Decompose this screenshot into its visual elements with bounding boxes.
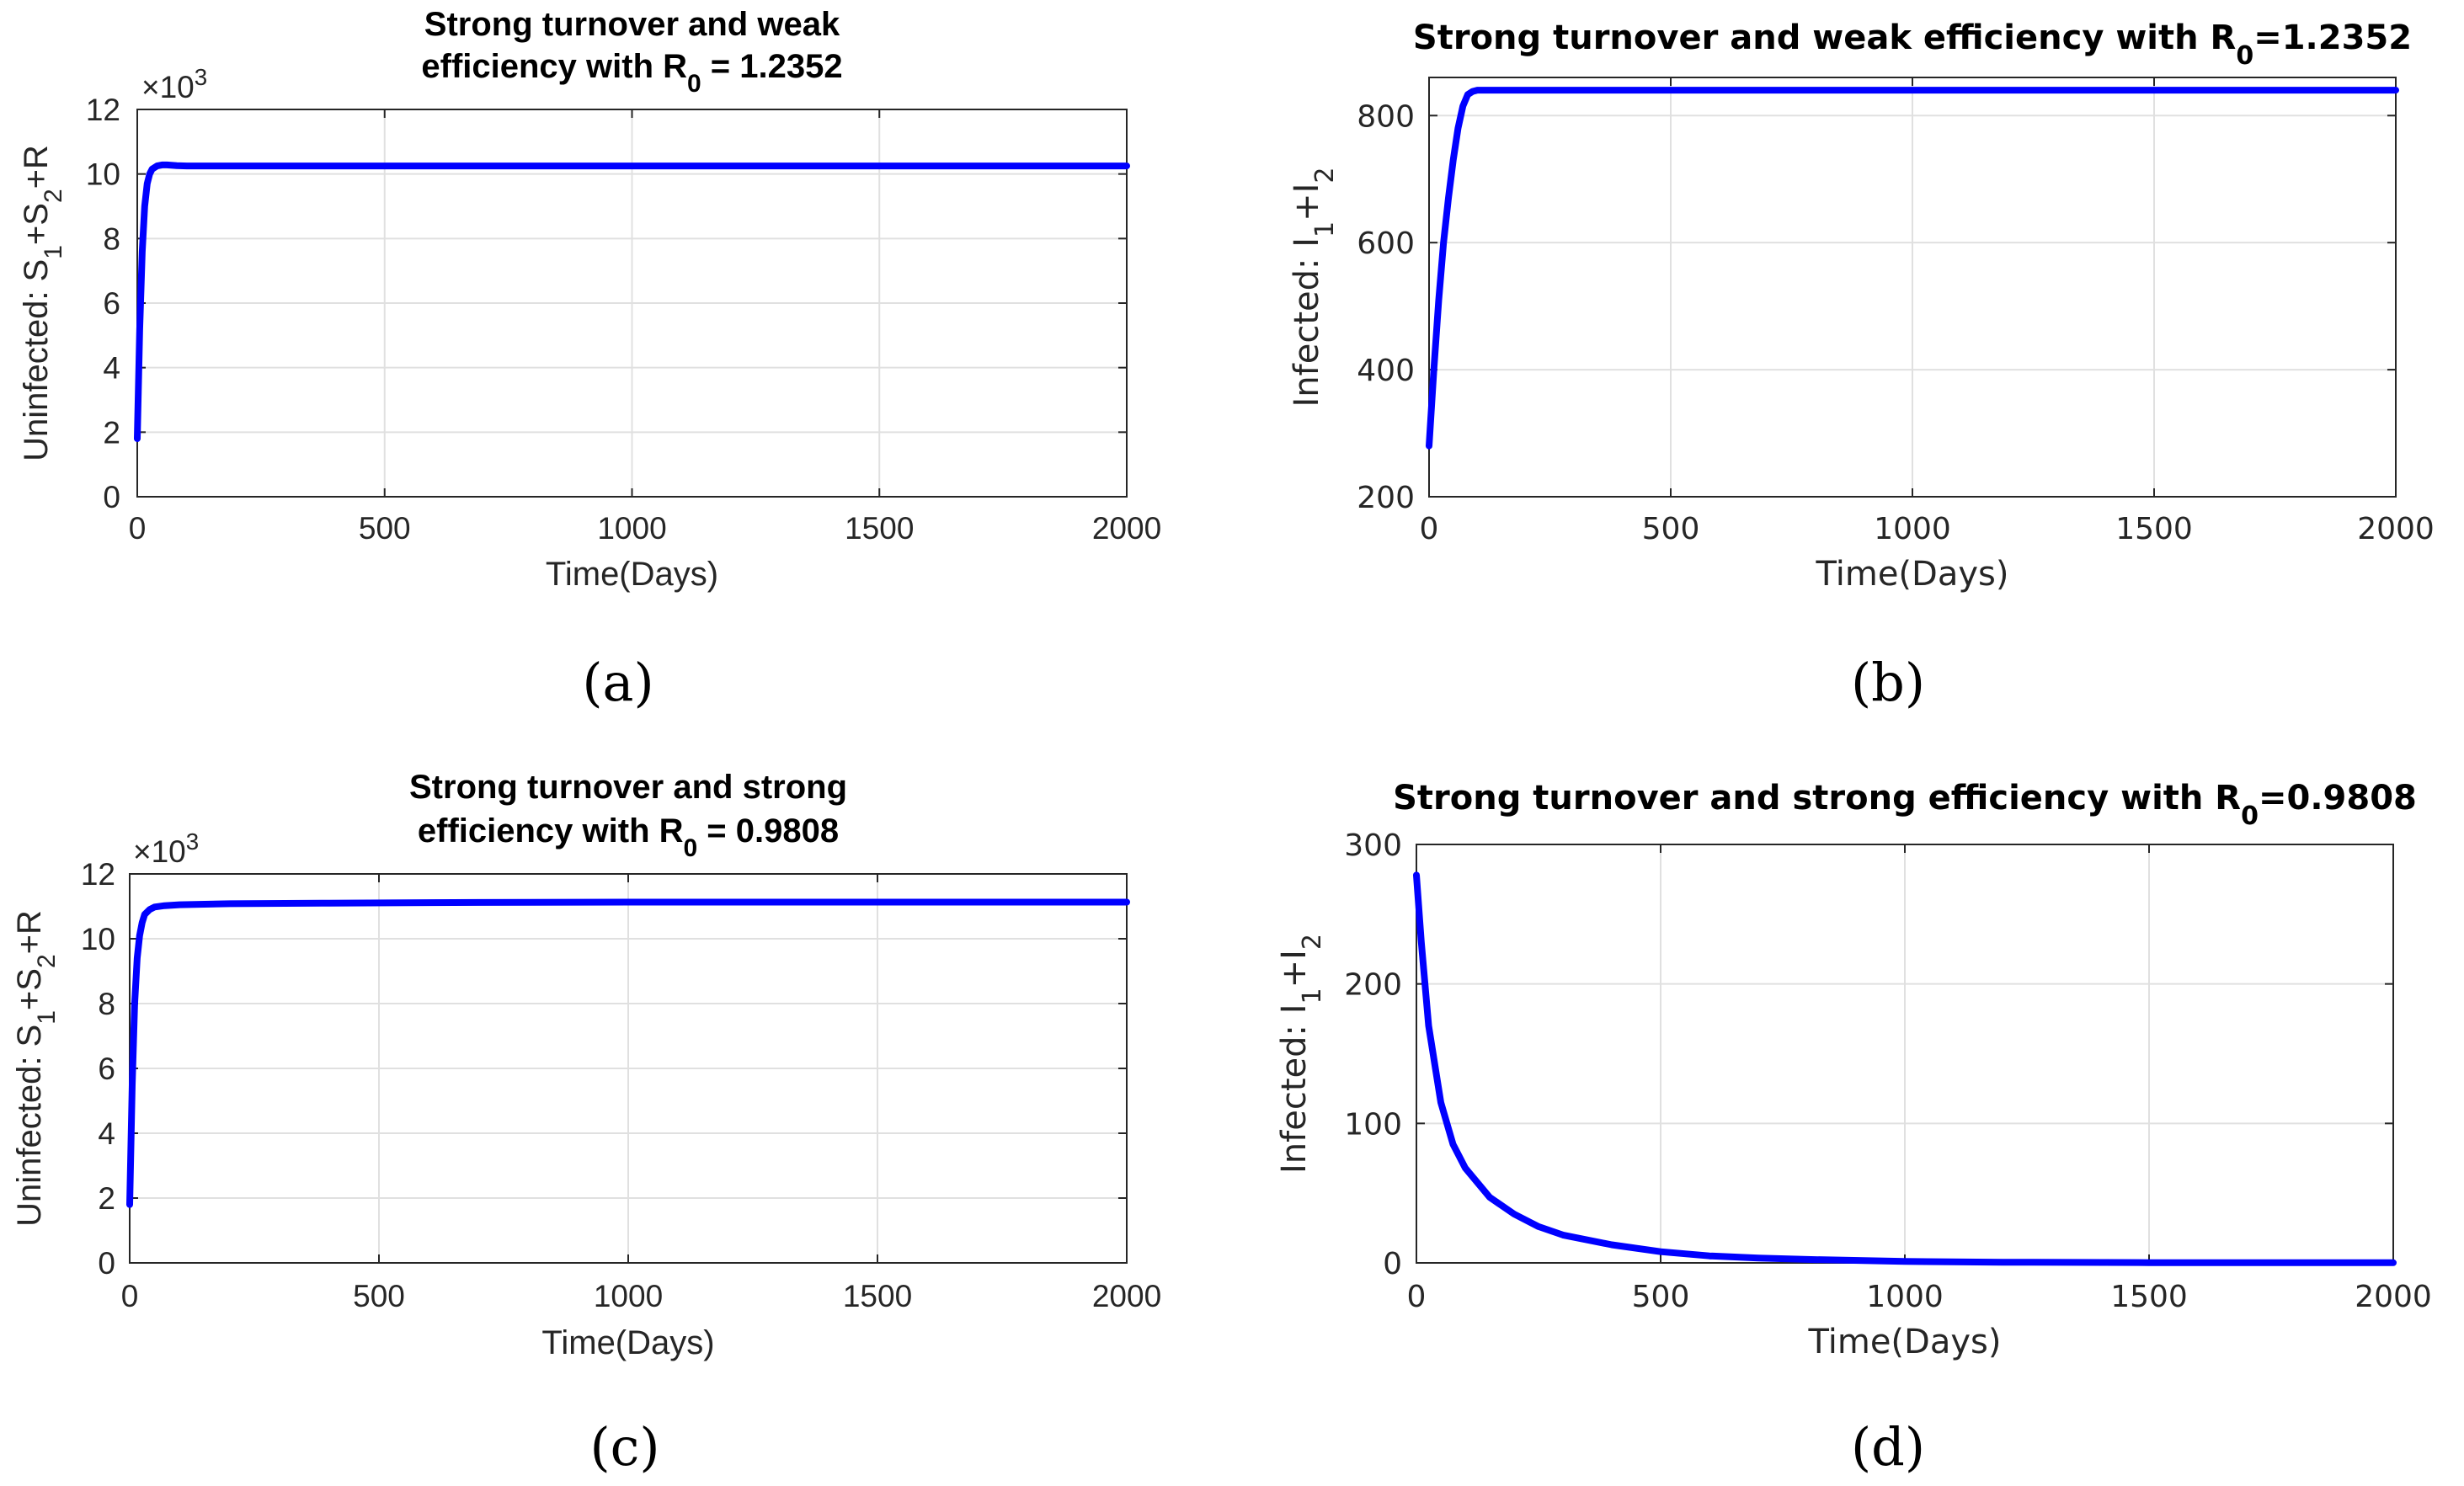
x-tick-label: 1500 (845, 511, 914, 546)
y-tick-label: 6 (103, 286, 120, 321)
x-tick-label: 2000 (1092, 511, 1161, 546)
axes-box (1428, 77, 2397, 498)
axis-multiplier: ×103 (141, 64, 207, 105)
y-tick-label: 0 (1383, 1247, 1402, 1281)
x-tick-label: 2000 (2357, 512, 2435, 546)
chart-panel-a: 0 500 1000 1500 2000 0 2 4 6 8 10 12 ×103 Time(Days) U… (18, 6, 1161, 713)
x-tick-label: 2000 (1092, 1279, 1161, 1313)
y-tick-label: 2 (103, 415, 120, 450)
x-tick-label: 1500 (843, 1279, 912, 1313)
x-tick-label: 1000 (1866, 1280, 1944, 1314)
x-tick-label: 1000 (1874, 512, 1951, 546)
x-tick-label: 0 (121, 1279, 139, 1313)
x-tick-label: 0 (129, 511, 147, 546)
chart-panel-c: 0 500 1000 1500 2000 0 2 4 6 8 10 12 ×103 Time(Days) U… (11, 769, 1161, 1478)
y-tick-label: 0 (98, 1246, 115, 1281)
y-tick-label: 8 (98, 987, 115, 1021)
chart-title: Strong turnover and strong efficiency wi… (1393, 779, 2417, 831)
y-tick-label: 8 (103, 221, 120, 256)
y-tick-label: 10 (81, 922, 115, 956)
panel-label: (a) (582, 652, 653, 713)
x-tick-label: 2000 (2355, 1280, 2432, 1314)
y-axis-label: Uninfected: S1+S2+R (18, 145, 67, 461)
x-tick-label: 500 (353, 1279, 405, 1313)
panel-label: (b) (1851, 652, 1925, 713)
y-axis-label: Uninfected: S1+S2+R (11, 910, 61, 1227)
y-tick-label: 0 (103, 480, 120, 514)
y-tick-label: 300 (1344, 828, 1402, 863)
panel-label: (c) (589, 1416, 659, 1478)
y-axis-label: Infected: I1+I2 (1288, 167, 1340, 407)
x-axis-label: Time(Days) (546, 556, 718, 593)
x-axis-label: Time(Days) (1808, 1323, 2002, 1361)
series-line-a (134, 161, 1130, 442)
y-tick-label: 12 (86, 93, 120, 127)
x-tick-label: 0 (1407, 1280, 1427, 1314)
chart-panel-d: 0 500 1000 1500 2000 0 100 200 300 Time(Days) Infe… (1275, 779, 2432, 1478)
series-line-b (1426, 87, 2399, 450)
chart-title-line-2: efficiency with R0 = 1.2352 (421, 48, 842, 98)
panel-label: (d) (1851, 1416, 1925, 1478)
x-tick-label: 1000 (597, 511, 666, 546)
y-tick-label: 6 (98, 1052, 115, 1086)
y-tick-label: 600 (1357, 226, 1415, 261)
x-axis-label: Time(Days) (541, 1324, 714, 1361)
y-tick-label: 4 (103, 351, 120, 386)
x-tick-label: 1500 (2110, 1280, 2188, 1314)
series-line-d (1413, 871, 2397, 1266)
y-tick-label: 100 (1344, 1107, 1402, 1142)
y-tick-label: 200 (1357, 481, 1415, 515)
chart-panel-b: 0 500 1000 1500 2000 200 400 600 800 Time(Days) In… (1288, 19, 2435, 713)
x-tick-label: 500 (359, 511, 411, 546)
chart-title: Strong turnover and weak efficiency with… (1413, 19, 2412, 71)
y-tick-label: 200 (1344, 968, 1402, 1003)
x-tick-label: 500 (1642, 512, 1700, 546)
chart-title-line-1: Strong turnover and strong (409, 769, 847, 806)
axis-multiplier: ×103 (133, 828, 199, 870)
chart-title-line-2: efficiency with R0 = 0.9808 (418, 812, 839, 862)
x-tick-label: 1000 (594, 1279, 663, 1313)
x-axis-label: Time(Days) (1816, 555, 2009, 594)
x-tick-label: 0 (1420, 512, 1439, 546)
y-tick-label: 800 (1357, 99, 1415, 134)
chart-title-line-1: Strong turnover and weak (424, 6, 840, 43)
series-line-c (126, 898, 1130, 1208)
y-tick-label: 4 (98, 1116, 115, 1151)
y-tick-label: 400 (1357, 354, 1415, 388)
y-tick-label: 12 (81, 857, 115, 892)
y-tick-label: 10 (86, 157, 120, 192)
y-axis-label: Infected: I1+I2 (1275, 934, 1327, 1174)
y-tick-label: 2 (98, 1181, 115, 1216)
x-tick-label: 1500 (2115, 512, 2193, 546)
x-tick-label: 500 (1632, 1280, 1690, 1314)
